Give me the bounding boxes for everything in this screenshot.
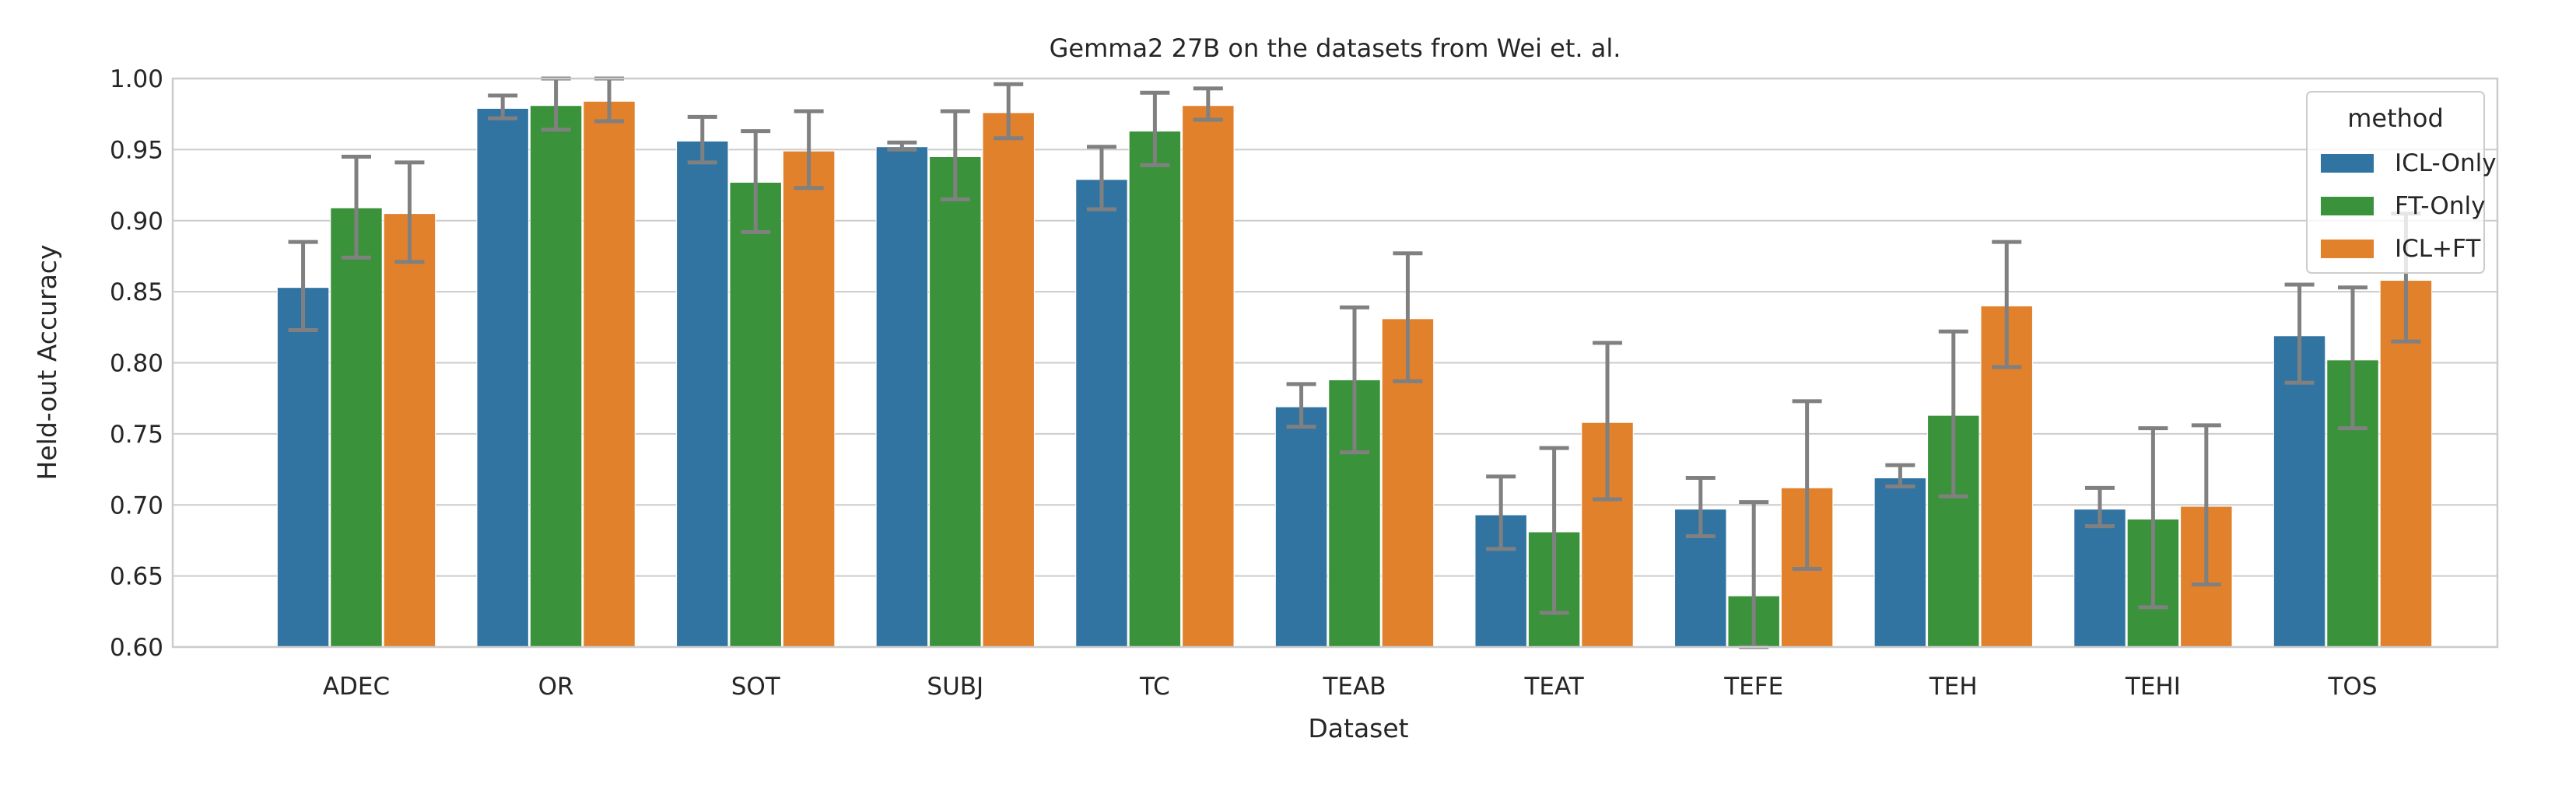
bar-icl-only-teh <box>1873 477 1927 648</box>
y-tick-label: 0.95 <box>110 136 163 164</box>
error-bar <box>794 109 824 191</box>
legend-swatch <box>2321 154 2374 173</box>
legend-swatch <box>2321 197 2374 215</box>
bar-icl-only-subj <box>875 146 929 648</box>
error-bar <box>1593 341 1623 502</box>
legend-label: ICL-Only <box>2395 149 2497 177</box>
y-tick-label: 0.65 <box>110 563 163 591</box>
legend-swatch <box>2321 240 2374 258</box>
error-bar <box>940 109 970 201</box>
x-tick-label: SOT <box>731 673 781 701</box>
legend-title: method <box>2347 103 2444 133</box>
error-bar <box>2284 282 2315 385</box>
x-tick-label: TC <box>1139 673 1170 701</box>
error-bar <box>1539 446 1569 615</box>
bar-ft-only-or <box>529 105 583 648</box>
legend-label: ICL+FT <box>2395 235 2481 263</box>
bar-icl-only-tehi <box>2073 509 2126 648</box>
error-bar <box>394 160 425 264</box>
error-bar <box>1340 305 1369 455</box>
bar-icl-only-tc <box>1075 179 1128 648</box>
legend-label: FT-Only <box>2395 192 2485 220</box>
x-tick-label: TEAT <box>1523 673 1584 701</box>
y-tick-label: 0.60 <box>110 634 163 662</box>
x-tick-label: OR <box>538 673 574 701</box>
error-bar <box>1393 251 1423 383</box>
error-bar <box>1086 145 1116 212</box>
error-bar <box>2138 426 2168 610</box>
bar-icl-ft-adec <box>383 213 436 648</box>
error-bar <box>342 155 371 260</box>
bar-icl-only-or <box>476 107 529 648</box>
legend-box <box>2306 91 2485 274</box>
bar-ft-only-subj <box>929 156 982 648</box>
x-tick-label: SUBJ <box>927 673 983 701</box>
error-bar <box>1140 90 1170 167</box>
error-bar <box>2338 285 2367 431</box>
y-tick-label: 0.80 <box>110 350 163 378</box>
bar-icl-ft-or <box>583 100 636 648</box>
y-tick-label: 0.90 <box>110 208 163 236</box>
error-bar <box>288 240 318 332</box>
error-bar <box>1486 474 1516 551</box>
bar-icl-ft-sot <box>782 150 836 648</box>
error-bar <box>1286 382 1316 429</box>
bar-icl-only-sot <box>676 140 729 648</box>
error-bar <box>1685 476 1716 538</box>
error-bar <box>741 129 771 234</box>
bar-icl-only-teab <box>1274 406 1328 648</box>
bar-icl-ft-subj <box>982 112 1035 648</box>
bar-icl-only-adec <box>276 287 330 648</box>
error-bars <box>288 76 2421 649</box>
bar-icl-only-tos <box>2273 335 2326 648</box>
x-tick-labels: ADEC OR SOT SUBJ TC TEAB TEAT TEFE TEH TEHI TOS <box>323 673 2378 701</box>
y-tick-label: 0.75 <box>110 421 163 449</box>
x-axis-label: Dataset <box>1308 713 1408 743</box>
x-tick-label: TEFE <box>1723 673 1783 701</box>
error-bar <box>1885 463 1915 488</box>
chart-title: Gemma2 27B on the datasets from Wei et. … <box>1050 33 1621 63</box>
bar-icl-ft-tc <box>1182 105 1235 648</box>
error-bar <box>2084 485 2115 529</box>
y-tick-labels: 0.60 0.65 0.70 0.75 0.80 0.85 0.90 0.95 1.00 <box>110 65 163 662</box>
error-bar <box>1938 329 1968 498</box>
y-tick-label: 1.00 <box>110 65 163 93</box>
error-bar <box>687 114 717 165</box>
bar-ft-only-sot <box>729 181 782 648</box>
error-bar <box>1992 240 2022 369</box>
error-bar <box>1792 399 1822 571</box>
bar-ft-only-tc <box>1128 131 1182 648</box>
error-bar <box>887 140 917 152</box>
x-tick-label: TEHI <box>2125 673 2181 701</box>
y-axis-label: Held-out Accuracy <box>32 245 62 481</box>
error-bar <box>1193 86 1223 122</box>
bar-ft-only-adec <box>330 207 383 648</box>
y-tick-label: 0.70 <box>110 491 163 519</box>
error-bar <box>994 82 1024 141</box>
bars <box>276 100 2433 648</box>
x-tick-label: TOS <box>2327 673 2377 701</box>
y-tick-label: 0.85 <box>110 278 163 306</box>
legend: method ICL-Only FT-Only ICL+FT <box>2306 91 2497 274</box>
error-bar <box>488 93 518 121</box>
error-bar <box>2191 423 2221 587</box>
x-tick-label: TEAB <box>1323 673 1386 701</box>
plot-frame <box>171 77 2499 649</box>
x-tick-label: TEH <box>1929 673 1978 701</box>
x-tick-label: ADEC <box>323 673 390 701</box>
